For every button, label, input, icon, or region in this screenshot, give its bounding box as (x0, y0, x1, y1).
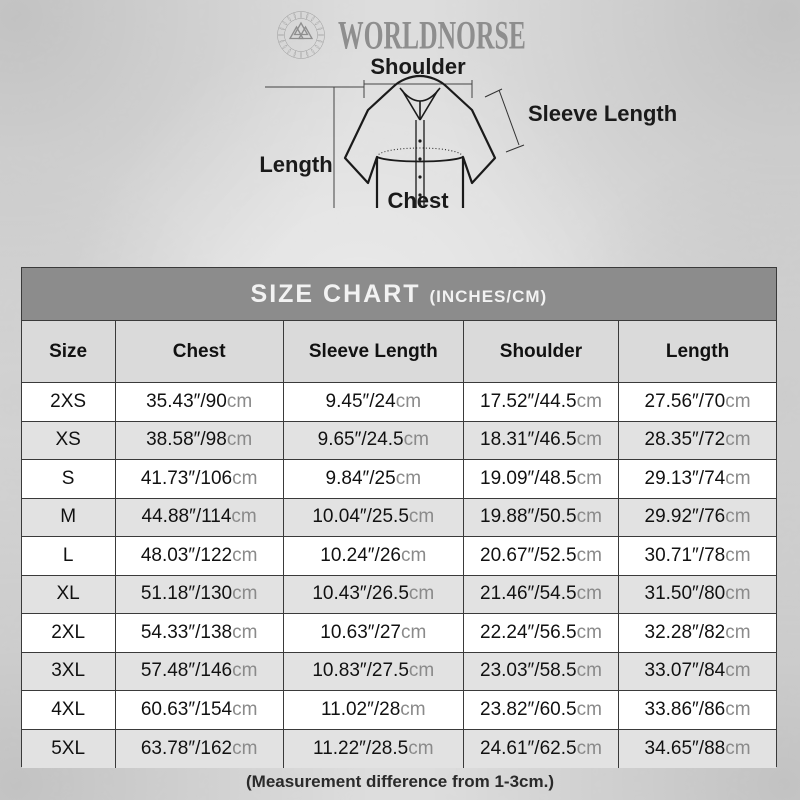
svg-text:Chest: Chest (387, 188, 449, 208)
svg-text:Sleeve Length: Sleeve Length (528, 101, 677, 126)
svg-text:Shoulder: Shoulder (370, 58, 466, 79)
svg-text:Length: Length (259, 152, 332, 177)
